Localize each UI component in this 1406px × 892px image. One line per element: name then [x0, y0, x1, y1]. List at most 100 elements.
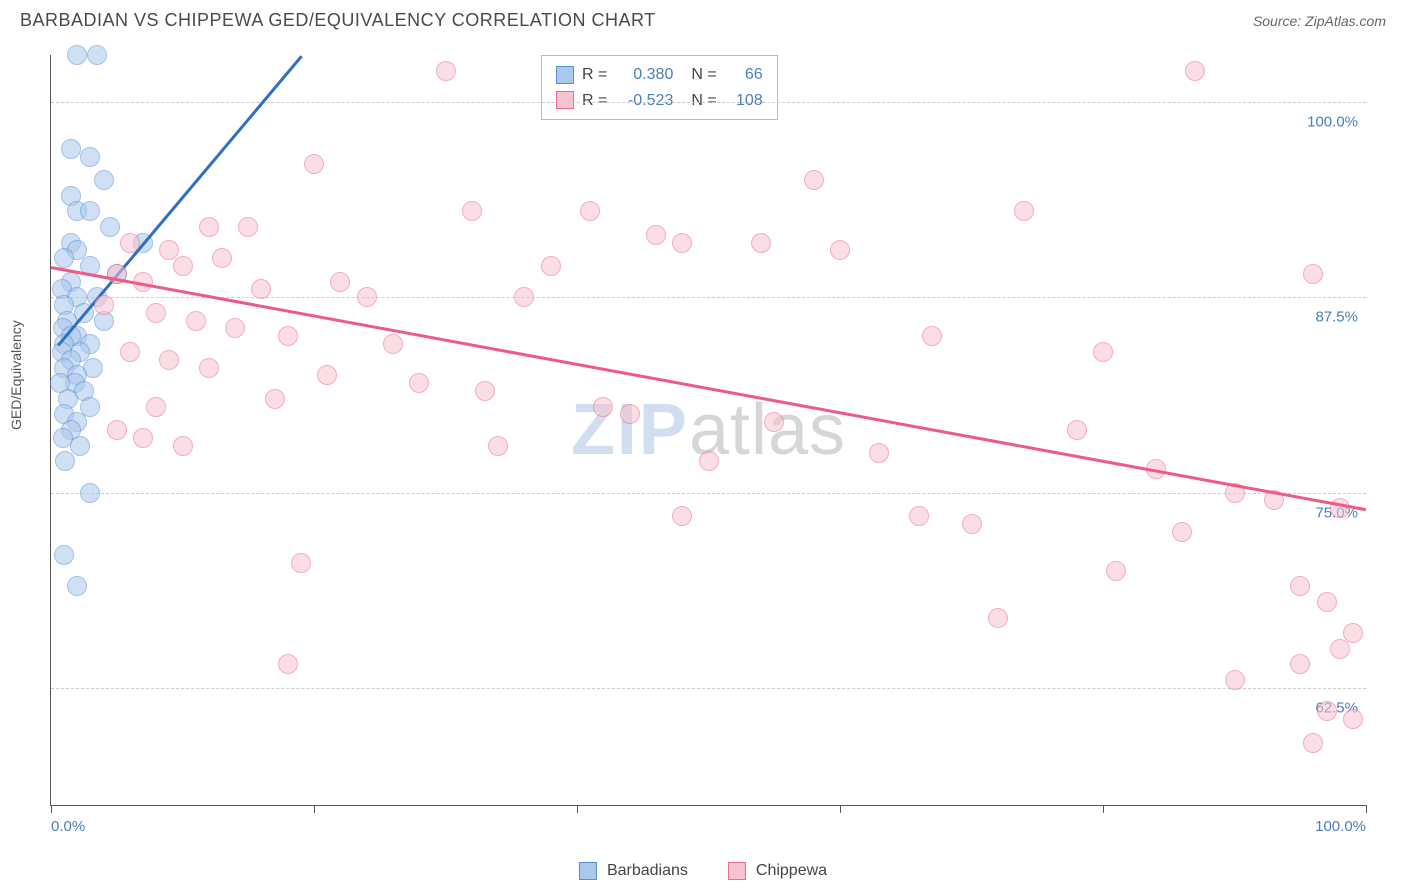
stats-legend: R = 0.380 N = 66 R = -0.523 N = 108	[541, 55, 778, 120]
data-point	[988, 608, 1008, 628]
data-point	[593, 397, 613, 417]
legend-label: Barbadians	[607, 862, 688, 880]
data-point	[1343, 709, 1363, 729]
data-point	[1290, 576, 1310, 596]
watermark-zip: ZIP	[571, 390, 689, 470]
stat-n-label: N =	[691, 62, 716, 88]
data-point	[922, 326, 942, 346]
data-point	[87, 45, 107, 65]
stats-row: R = -0.523 N = 108	[556, 88, 763, 114]
x-tick	[577, 805, 578, 813]
data-point	[67, 45, 87, 65]
stat-n-value: 66	[725, 62, 763, 88]
stat-r-label: R =	[582, 62, 607, 88]
data-point	[133, 428, 153, 448]
data-point	[55, 451, 75, 471]
data-point	[251, 279, 271, 299]
gridline	[51, 297, 1366, 298]
data-point	[1317, 592, 1337, 612]
x-tick	[314, 805, 315, 813]
data-point	[54, 248, 74, 268]
data-point	[514, 287, 534, 307]
data-point	[199, 217, 219, 237]
legend-swatch	[556, 91, 574, 109]
data-point	[830, 240, 850, 260]
data-point	[80, 201, 100, 221]
y-axis-label: GED/Equivalency	[8, 320, 24, 430]
data-point	[436, 61, 456, 81]
data-point	[107, 420, 127, 440]
data-point	[672, 506, 692, 526]
data-point	[1303, 733, 1323, 753]
trend-line	[51, 266, 1366, 511]
data-point	[1330, 639, 1350, 659]
legend-swatch	[579, 862, 597, 880]
data-point	[199, 358, 219, 378]
data-point	[620, 404, 640, 424]
data-point	[80, 483, 100, 503]
data-point	[330, 272, 350, 292]
x-tick	[51, 805, 52, 813]
data-point	[357, 287, 377, 307]
data-point	[1172, 522, 1192, 542]
data-point	[317, 365, 337, 385]
data-point	[1067, 420, 1087, 440]
data-point	[580, 201, 600, 221]
x-tick-label: 0.0%	[51, 818, 85, 835]
data-point	[304, 154, 324, 174]
data-point	[869, 443, 889, 463]
data-point	[80, 147, 100, 167]
data-point	[764, 412, 784, 432]
data-point	[909, 506, 929, 526]
data-point	[94, 170, 114, 190]
gridline	[51, 102, 1366, 103]
legend-swatch	[728, 862, 746, 880]
data-point	[751, 233, 771, 253]
data-point	[1093, 342, 1113, 362]
data-point	[70, 436, 90, 456]
data-point	[646, 225, 666, 245]
x-tick	[840, 805, 841, 813]
data-point	[146, 397, 166, 417]
data-point	[146, 303, 166, 323]
data-point	[186, 311, 206, 331]
data-point	[1225, 670, 1245, 690]
stat-r-value: -0.523	[615, 88, 673, 114]
data-point	[699, 451, 719, 471]
data-point	[120, 342, 140, 362]
data-point	[962, 514, 982, 534]
legend-swatch	[556, 66, 574, 84]
plot-area: ZIPatlas R =0.380N =66R =-0.523N =108 62…	[50, 55, 1366, 806]
data-point	[672, 233, 692, 253]
legend-item: Barbadians	[579, 862, 688, 880]
data-point	[54, 545, 74, 565]
data-point	[541, 256, 561, 276]
data-point	[804, 170, 824, 190]
legend-item: Chippewa	[728, 862, 827, 880]
data-point	[173, 436, 193, 456]
data-point	[120, 233, 140, 253]
data-point	[100, 217, 120, 237]
data-point	[61, 139, 81, 159]
data-point	[265, 389, 285, 409]
data-point	[1185, 61, 1205, 81]
data-point	[67, 576, 87, 596]
source-label: Source: ZipAtlas.com	[1253, 13, 1386, 29]
stat-n-label: N =	[691, 88, 716, 114]
stat-r-value: 0.380	[615, 62, 673, 88]
y-tick-label: 87.5%	[1315, 309, 1358, 326]
legend-label: Chippewa	[756, 862, 827, 880]
x-tick	[1103, 805, 1104, 813]
data-point	[475, 381, 495, 401]
data-point	[225, 318, 245, 338]
data-point	[238, 217, 258, 237]
data-point	[278, 326, 298, 346]
data-point	[94, 295, 114, 315]
stat-r-label: R =	[582, 88, 607, 114]
data-point	[1106, 561, 1126, 581]
chart-title: BARBADIAN VS CHIPPEWA GED/EQUIVALENCY CO…	[20, 10, 656, 31]
stat-n-value: 108	[725, 88, 763, 114]
bottom-legend: Barbadians Chippewa	[579, 862, 827, 880]
gridline	[51, 688, 1366, 689]
y-tick-label: 100.0%	[1307, 113, 1358, 130]
